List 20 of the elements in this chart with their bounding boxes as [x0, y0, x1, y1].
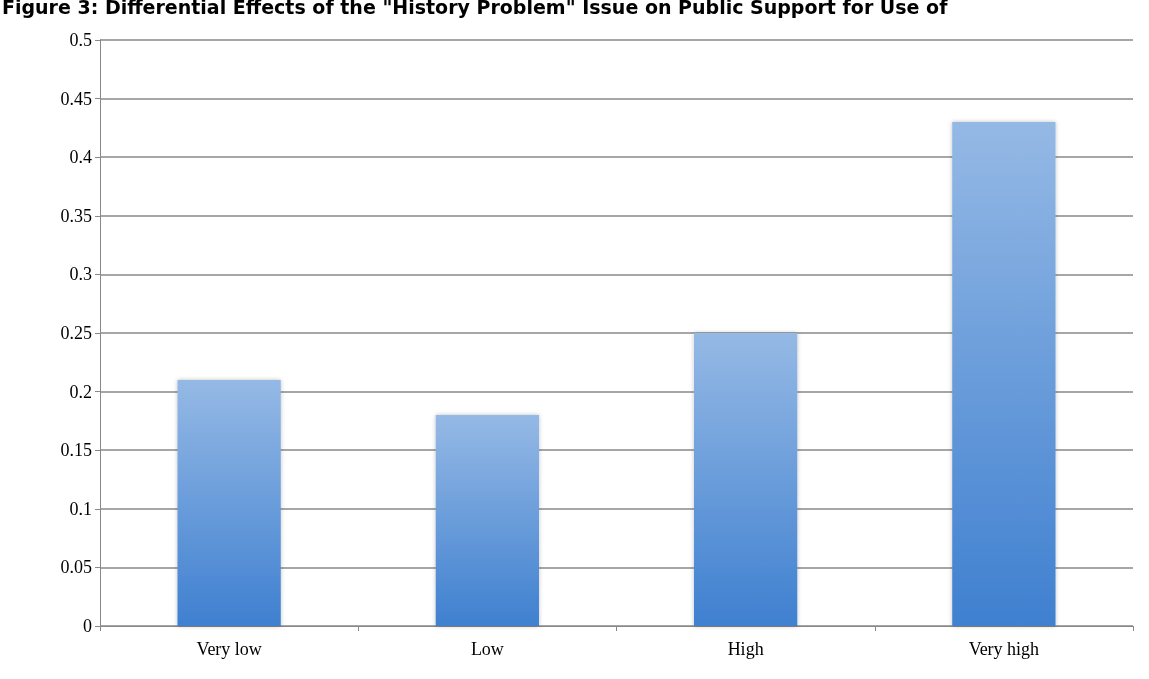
y-tick-label: 0 — [83, 616, 92, 636]
y-tick-label: 0.5 — [69, 30, 92, 50]
y-tick-label: 0.25 — [60, 323, 92, 343]
y-tick-label: 0.2 — [69, 381, 92, 402]
x-tick-label: High — [727, 639, 764, 659]
y-tick-label: 0.3 — [69, 264, 92, 285]
y-tick-label: 0.1 — [69, 498, 92, 519]
x-tick-label: Very low — [196, 639, 262, 659]
bar — [177, 379, 281, 626]
bar — [693, 333, 798, 626]
chart-title: Figure 3: Differential Effects of the "History Problem" Issue on Public Support for Use of — [2, 0, 948, 18]
bar — [952, 122, 1056, 626]
y-tick-label: 0.05 — [60, 557, 92, 578]
y-tick-label: 0.45 — [60, 88, 92, 109]
y-tick-label: 0.4 — [69, 147, 92, 168]
bar — [435, 415, 540, 626]
x-tick-label: Very high — [968, 639, 1040, 659]
x-tick-label: Low — [470, 639, 504, 659]
y-tick-label: 0.15 — [60, 440, 92, 461]
y-tick-label: 0.35 — [60, 205, 92, 226]
